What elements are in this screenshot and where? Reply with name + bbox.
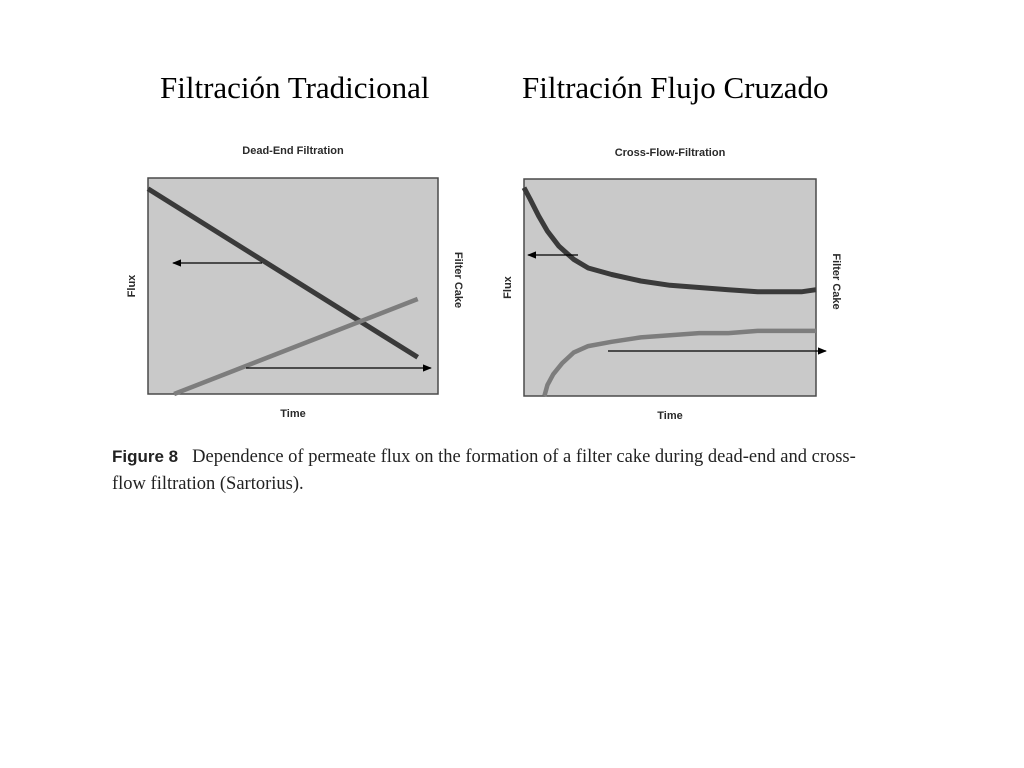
slide-title-left: Filtración Tradicional [160, 70, 430, 105]
x-axis-label: Time [657, 410, 682, 422]
figure-label: Figure 8 [112, 447, 179, 466]
plot-area [147, 177, 439, 395]
figure-caption: Figure 8 Dependence of permeate flux on t… [112, 443, 862, 498]
flux-series-line [146, 186, 420, 360]
chart-title: Cross-Flow-Filtration [615, 147, 726, 159]
y-axis-label-right: Filter Cake [830, 253, 842, 309]
filter-cake-series-line [542, 328, 816, 397]
slide-title-right: Filtración Flujo Cruzado [522, 70, 829, 105]
y-axis-label-left: Flux [126, 274, 138, 297]
flux-series-line [521, 186, 817, 295]
chart-title: Dead-End Filtration [242, 145, 344, 157]
x-axis-label: Time [280, 408, 305, 420]
y-axis-label-right: Filter Cake [452, 252, 464, 308]
chart-panel-1: Dead-End Filtration Time Flux Filter Cake [126, 145, 464, 420]
chart-panel-2: Cross-Flow-Filtration Time Flux Filter Cake [502, 147, 842, 422]
y-axis-label-left: Flux [502, 275, 514, 298]
figure-caption-text: Dependence of permeate flux on the forma… [112, 447, 856, 494]
filter-cake-series-line [173, 296, 419, 397]
